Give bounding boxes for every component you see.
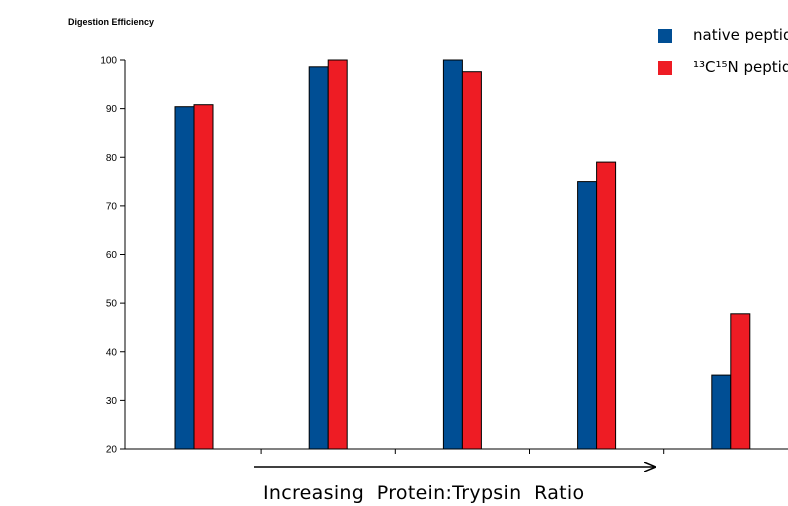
- y-tick-label-30: 30: [106, 396, 118, 407]
- bar-labeled-5: [730, 313, 751, 450]
- y-tick-label-90: 90: [106, 104, 118, 115]
- bar-labeled-4: [596, 161, 617, 450]
- y-tick-label-50: 50: [106, 299, 118, 310]
- y-tick-label-100: 100: [100, 56, 117, 67]
- y-tick-label-20: 20: [106, 445, 118, 456]
- legend-label-native: native peptides: [693, 26, 788, 44]
- legend-swatch-labeled: [658, 61, 672, 75]
- chart-title: Digestion Efficiency: [68, 17, 155, 27]
- bar-native-3: [442, 59, 463, 450]
- x-axis-caption: Increasing Protein:Trypsin Ratio: [263, 482, 585, 504]
- bar-native-1: [174, 106, 195, 450]
- y-tick-label-70: 70: [106, 201, 118, 212]
- legend-swatch-native: [658, 29, 672, 43]
- y-tick-label-60: 60: [106, 250, 118, 261]
- bar-labeled-2: [327, 59, 348, 450]
- bar-native-2: [308, 66, 329, 450]
- bar-labeled-1: [193, 104, 214, 450]
- bar-native-4: [577, 181, 598, 450]
- bar-native-5: [711, 374, 732, 450]
- y-tick-label-40: 40: [106, 347, 118, 358]
- bar-labeled-3: [461, 71, 482, 450]
- bars-group: [174, 59, 751, 450]
- y-tick-label-80: 80: [106, 153, 118, 164]
- axes-group: 20 30 40 50 60 70 80 90 100: [100, 56, 788, 456]
- legend-label-labeled: ¹³C¹⁵N peptides: [693, 58, 788, 76]
